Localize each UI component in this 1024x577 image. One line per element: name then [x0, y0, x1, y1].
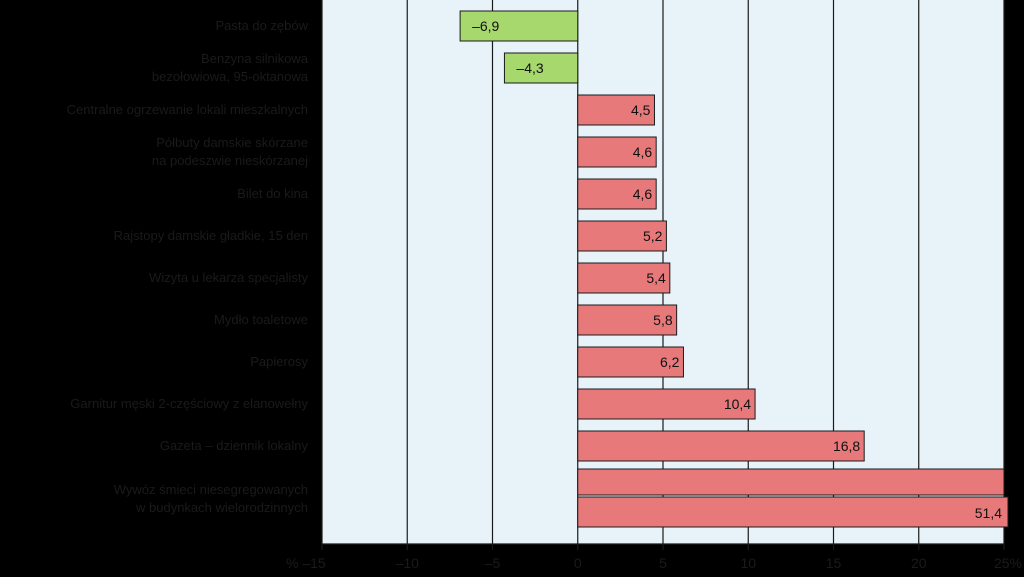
data-label: –4,3	[516, 60, 543, 76]
category-label: Wizyta u lekarza specjalisty	[149, 270, 308, 285]
category-label: Mydło toaletowe	[214, 312, 308, 327]
x-tick-label: 0	[574, 555, 582, 571]
category-label: Papierosy	[250, 354, 308, 369]
category-label: Pasta do zębów	[215, 18, 308, 33]
category-label: Garnitur męski 2-częściowy z elanowełny	[70, 396, 308, 411]
x-tick-label: 10	[740, 555, 756, 571]
category-label: Wywóz śmieci niesegregowanych	[114, 482, 308, 497]
bar	[503, 52, 579, 84]
category-label: na podeszwie nieskórzanej	[152, 153, 308, 168]
data-label: –6,9	[472, 18, 499, 34]
category-label: Półbuty damskie skórzane	[156, 135, 308, 150]
data-label: 6,2	[660, 354, 680, 370]
x-axis: % –15 –10 –5 0 5 10 15 20 25%	[286, 543, 1022, 571]
bar-continuation	[577, 496, 1009, 528]
x-tick-label: –5	[485, 555, 501, 571]
category-labels: Pasta do zębów Benzyna silnikowa bezołowio…	[67, 18, 309, 515]
category-label: bezołowiowa, 95-oktanowa	[152, 69, 309, 84]
category-label: w budynkach wielorodzinnych	[135, 500, 308, 515]
category-label: Benzyna silnikowa	[201, 51, 309, 66]
bar	[459, 10, 579, 42]
x-tick-label: % –15	[286, 555, 326, 571]
category-label: Gazeta – dziennik lokalny	[160, 438, 309, 453]
x-tick-label: 15	[826, 555, 842, 571]
bar	[577, 430, 865, 462]
bar	[577, 94, 655, 126]
category-label: Rajstopy damskie gładkie, 15 den	[114, 228, 308, 243]
x-tick-label: 20	[911, 555, 927, 571]
bar	[577, 178, 657, 210]
x-tick-label: 5	[659, 555, 667, 571]
data-label: 4,6	[633, 144, 653, 160]
category-label: Centralne ogrzewanie lokali mieszkalnych	[67, 102, 308, 117]
data-labels: –6,9 –4,3 4,5 4,6 4,6 5,2 5,4 5,8 6,2 10,4 16,8 51,…	[472, 18, 1002, 521]
bar	[577, 136, 657, 168]
bar	[577, 468, 1005, 496]
bar	[577, 220, 667, 252]
data-label: 5,4	[646, 270, 666, 286]
data-label: 4,5	[631, 102, 651, 118]
data-label: 10,4	[724, 396, 751, 412]
bar	[577, 346, 684, 378]
data-label: 16,8	[833, 438, 860, 454]
data-label: 5,8	[653, 312, 673, 328]
bars	[459, 10, 1009, 528]
x-tick-label: –10	[396, 555, 420, 571]
category-label: Bilet do kina	[237, 186, 309, 201]
bar	[577, 304, 678, 336]
bar	[577, 388, 756, 420]
data-label: 4,6	[633, 186, 653, 202]
x-tick-label: 25%	[994, 555, 1022, 571]
bar	[577, 262, 671, 294]
data-label: 51,4	[975, 505, 1002, 521]
data-label: 5,2	[643, 228, 663, 244]
